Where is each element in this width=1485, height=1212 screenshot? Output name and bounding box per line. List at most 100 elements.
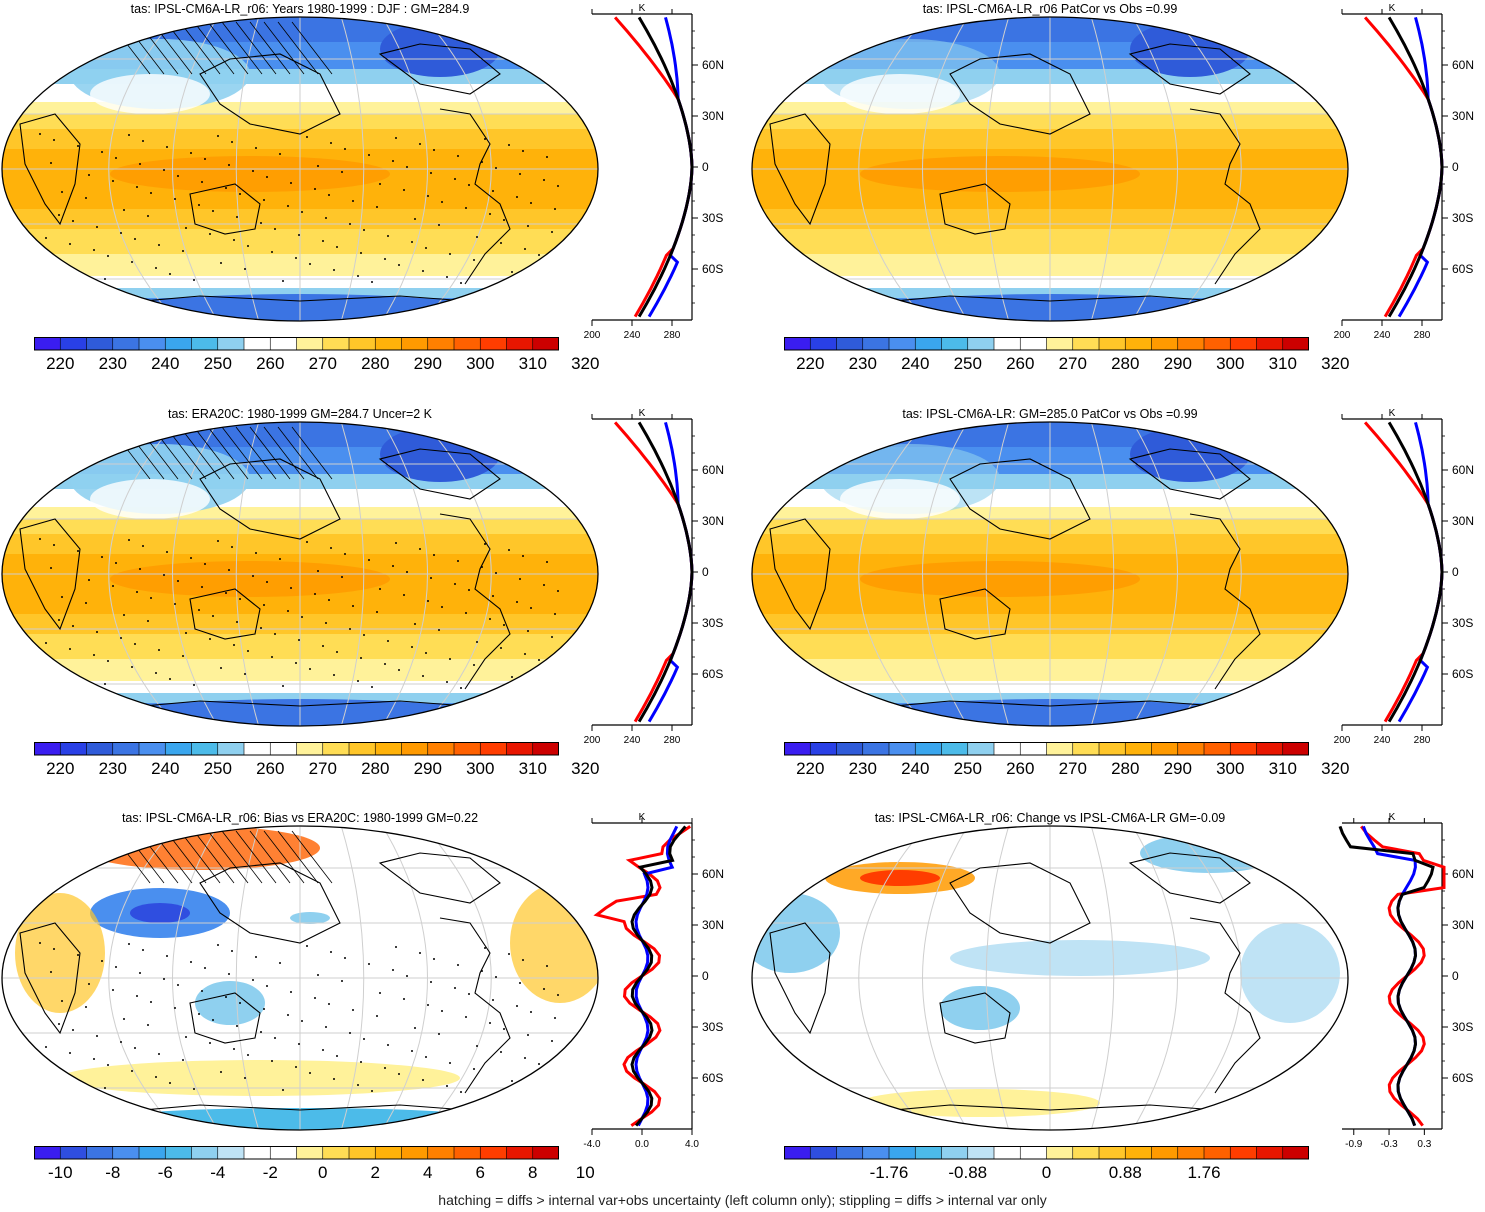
colorbar-swatch: [1098, 337, 1127, 351]
colorbar-swatch: [164, 337, 193, 351]
colorbar-tick-label: 230: [98, 354, 127, 373]
colorbar: [34, 337, 559, 351]
colorbar-tick-label: -6: [157, 1163, 173, 1182]
colorbar-swatch: [888, 742, 917, 756]
zonal-series-obs: [1363, 421, 1444, 723]
colorbar-swatch: [1256, 337, 1284, 351]
zonal-lat-label: 30N: [702, 109, 724, 123]
zonal-x-tick-label: 280: [664, 330, 681, 341]
colorbar-swatch: [401, 742, 429, 756]
colorbar-swatch: [532, 1146, 559, 1160]
colorbar-tick-label: 290: [1163, 759, 1192, 778]
colorbar-tick-label: 6: [475, 1163, 485, 1182]
colorbar-swatch: [1203, 1146, 1232, 1160]
colorbar-swatch: [888, 337, 917, 351]
colorbar-swatch: [1177, 742, 1205, 756]
zonal-lat-label: 0: [702, 565, 709, 579]
colorbar-swatch: [809, 742, 838, 756]
colorbar-swatch: [112, 337, 140, 351]
colorbar-swatch: [1019, 1146, 1048, 1160]
colorbar-swatch: [1282, 1146, 1309, 1160]
zonal-x-tick-label: 240: [624, 330, 641, 341]
colorbar-swatch: [374, 337, 403, 351]
zonal-series-third: [1397, 422, 1444, 723]
zonal-lat-label: 60S: [1452, 667, 1473, 681]
colorbar-swatch: [506, 1146, 534, 1160]
colorbar-swatch: [532, 337, 559, 351]
colorbar-swatch: [59, 337, 88, 351]
colorbar-swatch: [479, 742, 508, 756]
colorbar-swatch: [809, 337, 838, 351]
zonal-x-tick-label: 200: [1334, 735, 1351, 746]
colorbar-tick-label: 260: [1006, 759, 1035, 778]
colorbar-swatch: [888, 1146, 917, 1160]
zonal-lat-label: 0: [702, 969, 709, 983]
colorbar-swatch: [59, 1146, 88, 1160]
colorbar-swatch: [348, 337, 377, 351]
colorbar-labels: 220 230 240 250 260 270 280 290 300 310 320: [784, 759, 1349, 781]
colorbar-swatch: [914, 337, 943, 351]
zonal-x-tick-label: 200: [584, 735, 601, 746]
colorbar-swatch: [112, 1146, 140, 1160]
colorbar-swatch: [86, 1146, 114, 1160]
zonal-lat-label: 60N: [702, 867, 724, 881]
colorbar-swatch: [1282, 337, 1309, 351]
zonal-x-tick-label: 240: [624, 735, 641, 746]
colorbar-swatch: [967, 337, 995, 351]
zonal-lat-label: 0: [1452, 565, 1459, 579]
colorbar-swatch: [1072, 1146, 1100, 1160]
colorbar-swatch: [941, 742, 969, 756]
colorbar-swatch: [941, 1146, 969, 1160]
colorbar-tick-label: -8: [105, 1163, 121, 1182]
colorbar-swatch: [322, 1146, 350, 1160]
colorbar-swatch: [836, 1146, 864, 1160]
map-title: tas: IPSL-CM6A-LR_r06: Change vs IPSL-CM…: [874, 811, 1226, 825]
colorbar-tick-label: 230: [98, 759, 127, 778]
colorbar-swatch: [862, 742, 890, 756]
colorbar-swatch: [269, 742, 298, 756]
colorbar-swatch: [217, 1146, 245, 1160]
colorbar-tick-label: 0: [1041, 1163, 1052, 1182]
map-title: tas: IPSL-CM6A-LR_r06: Years 1980-1999 :…: [130, 2, 470, 16]
zonal-lat-label: 30N: [1452, 109, 1474, 123]
zonal-x-tick-label: 0.0: [635, 1139, 649, 1150]
zonal-series-model: [1387, 421, 1444, 723]
colorbar-tick-label: -0.88: [948, 1163, 988, 1182]
colorbar-tick-label: 10: [575, 1163, 595, 1182]
zonal-series-model: [630, 825, 687, 1127]
colorbar-swatch: [86, 742, 114, 756]
map-title: tas: IPSL-CM6A-LR: GM=285.0 PatCor vs Ob…: [902, 407, 1198, 421]
colorbar-swatch: [1046, 337, 1074, 351]
colorbar-swatch: [401, 337, 429, 351]
zonal-lat-label: 30N: [702, 514, 724, 528]
colorbar-swatch: [1203, 337, 1232, 351]
zonal-series-model: [1338, 825, 1435, 1127]
zonal-mean-plot: K 60N 30N 0 30S 60S -0.9 -0.3 0.3: [1338, 812, 1474, 1150]
map-title: tas: IPSL-CM6A-LR_r06: Bias vs ERA20C: 1…: [121, 811, 479, 825]
zonal-x-tick-label: 240: [1374, 330, 1391, 341]
colorbar-tick-label: 240: [901, 354, 930, 373]
colorbar-swatch: [243, 742, 272, 756]
colorbar-swatch: [784, 742, 812, 756]
colorbar-tick-label: 270: [1058, 759, 1087, 778]
colorbar-swatch: [374, 1146, 403, 1160]
colorbar-tick-label: 1.76: [1187, 1163, 1221, 1182]
colorbar-swatch: [374, 742, 403, 756]
colorbar-tick-label: 300: [1216, 759, 1245, 778]
zonal-lat-label: 0: [702, 160, 709, 174]
colorbar-tick-label: 280: [1111, 354, 1140, 373]
colorbar-tick-label: 290: [1163, 354, 1192, 373]
colorbar-labels: 220 230 240 250 260 270 280 290 300 310 320: [34, 354, 599, 376]
colorbar-swatch: [348, 1146, 377, 1160]
colorbar-swatch: [1151, 337, 1179, 351]
colorbar-swatch: [862, 1146, 890, 1160]
colorbar-tick-label: 290: [413, 759, 442, 778]
colorbar-swatch: [296, 742, 324, 756]
colorbar-swatch: [59, 742, 88, 756]
colorbar-tick-label: 250: [953, 354, 982, 373]
zonal-mean-plot: K 60N 30N 0 30S 60S 200 240 280: [1334, 408, 1474, 746]
colorbar-swatch: [322, 337, 350, 351]
zonal-mean-plot: K 60N 30N 0 30S 60S 200 240 280: [1334, 3, 1474, 341]
zonal-series-model: [637, 16, 694, 318]
colorbar-swatch: [217, 337, 245, 351]
